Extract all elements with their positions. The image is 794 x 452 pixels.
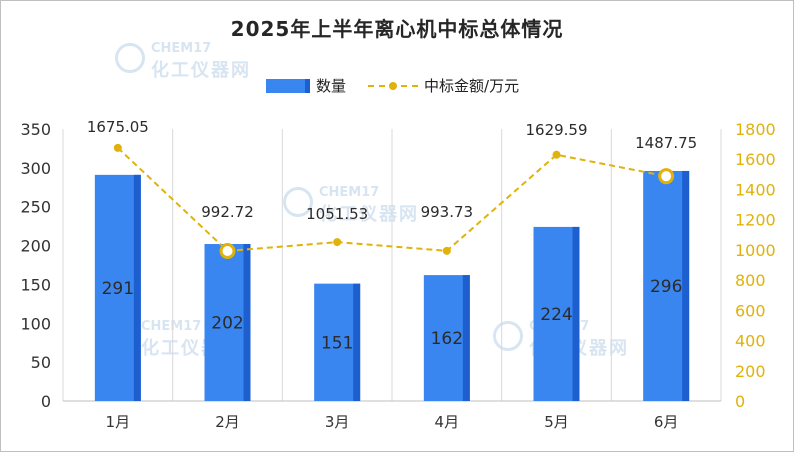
y-left-tick-label: 300	[20, 159, 51, 178]
bar	[94, 174, 141, 401]
line-value-label: 993.73	[421, 203, 474, 221]
legend-item-amount: 中标金额/万元	[368, 75, 519, 96]
line-point	[219, 242, 236, 259]
chart-legend: 数量 中标金额/万元	[266, 75, 541, 96]
line-value-label: 1675.05	[87, 118, 149, 136]
line-value-label: 992.72	[201, 203, 254, 221]
x-tick-label: 1月	[106, 413, 131, 431]
legend-line-swatch	[368, 79, 419, 93]
bar-value-label: 224	[540, 305, 572, 325]
y-right-tick-label: 600	[735, 301, 766, 320]
bar	[314, 283, 361, 401]
legend-item-quantity: 数量	[266, 75, 346, 96]
legend-label-amount: 中标金额/万元	[424, 77, 520, 95]
y-right-tick-label: 1000	[735, 241, 776, 260]
bar-edge	[243, 244, 251, 401]
line-point	[442, 246, 451, 255]
bar-edge	[462, 275, 470, 401]
legend-bar-swatch	[266, 78, 310, 93]
legend-label-quantity: 数量	[316, 77, 347, 95]
y-left-tick-label: 350	[20, 120, 51, 139]
line-value-label: 1629.59	[525, 121, 587, 139]
bar-edge	[353, 283, 361, 401]
y-left-tick-label: 150	[20, 275, 51, 294]
line-point	[333, 238, 342, 247]
bar	[204, 244, 251, 401]
y-right-tick-label: 1200	[735, 211, 776, 230]
x-tick-label: 3月	[325, 413, 350, 431]
bar-edge	[682, 170, 690, 401]
line-value-label: 1051.53	[306, 205, 368, 223]
y-right-tick-label: 200	[735, 362, 766, 381]
x-tick-label: 2月	[215, 413, 240, 431]
amount-line	[117, 147, 667, 253]
line-point	[113, 143, 122, 152]
line-point	[552, 150, 561, 159]
y-left-tick-label: 200	[20, 237, 51, 256]
line-value-label: 1487.75	[635, 134, 697, 152]
bar-edge	[572, 226, 580, 401]
bar-value-label: 162	[431, 329, 463, 349]
bar	[533, 226, 580, 401]
chart-title: 2025年上半年离心机中标总体情况	[230, 17, 564, 41]
bar	[643, 170, 690, 401]
x-tick-label: 6月	[654, 413, 679, 431]
y-left-tick-label: 50	[31, 353, 51, 372]
x-tick-label: 4月	[435, 413, 460, 431]
bar-value-label: 291	[102, 279, 134, 299]
y-right-tick-label: 0	[735, 392, 745, 411]
y-right-tick-label: 1400	[735, 180, 776, 199]
y-left-tick-label: 0	[41, 392, 51, 411]
bar-value-label: 151	[321, 333, 353, 353]
y-right-tick-label: 400	[735, 332, 766, 351]
bar-edge	[133, 174, 141, 401]
y-left-tick-label: 100	[20, 314, 51, 333]
y-right-tick-label: 800	[735, 271, 766, 290]
bar	[423, 275, 470, 401]
line-point	[658, 168, 675, 185]
y-left-tick-label: 250	[20, 198, 51, 217]
y-right-tick-label: 1600	[735, 150, 776, 169]
y-right-tick-label: 1800	[735, 120, 776, 139]
x-tick-label: 5月	[544, 413, 569, 431]
bar-value-label: 202	[211, 314, 243, 334]
bar-value-label: 296	[650, 277, 682, 297]
